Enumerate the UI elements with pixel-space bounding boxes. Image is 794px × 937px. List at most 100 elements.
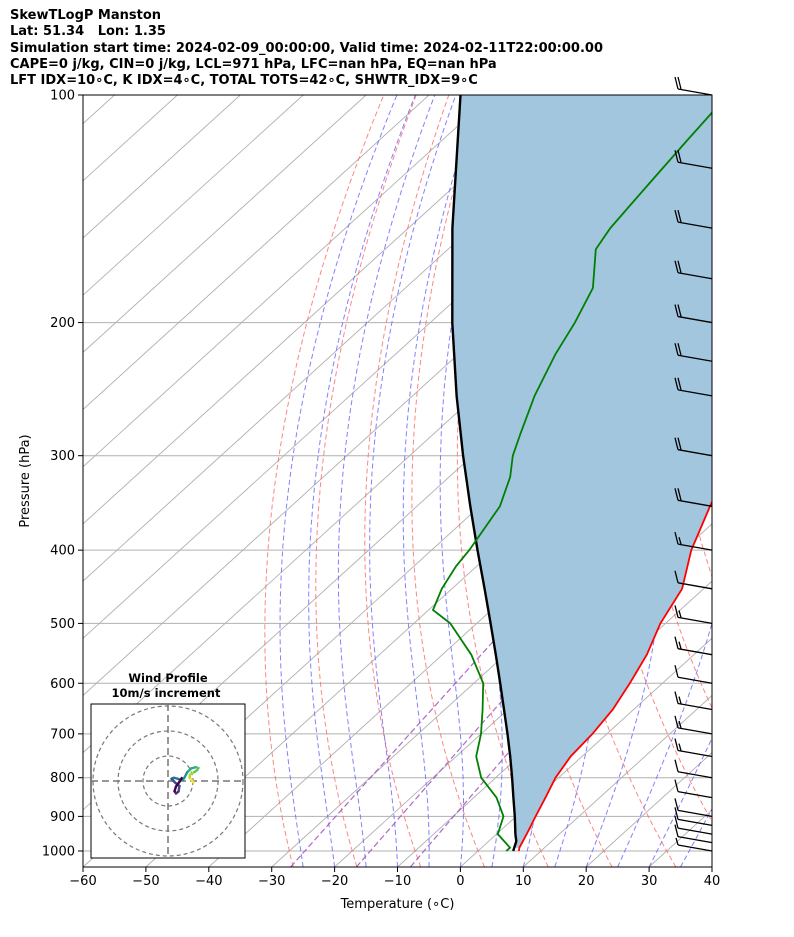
temperature-profile-line: [518, 500, 712, 852]
wind-barb-flag: [674, 304, 679, 317]
moist-adiabat-line: [711, 865, 712, 867]
hodograph-segment: [178, 776, 183, 783]
wind-barb-flag: [677, 343, 682, 356]
wind-barb-flag: [674, 377, 679, 390]
wind-barb-flag: [674, 815, 679, 829]
location-label: Lat: 51.34 Lon: 1.35: [10, 24, 166, 40]
x-tick-label: −60: [69, 874, 96, 889]
wind-barb-staff: [677, 790, 713, 799]
x-tick-label: 40: [704, 874, 721, 889]
wind-barb: [674, 715, 713, 735]
x-tick-label: −30: [258, 874, 285, 889]
wind-barb: [674, 377, 713, 397]
y-tick-label: 900: [50, 810, 75, 825]
wind-barb-flag: [678, 641, 682, 649]
x-tick-label: −10: [384, 874, 411, 889]
dry-adiabat-line: [500, 95, 613, 867]
isotherm-line: [460, 637, 712, 867]
wind-barb-staff: [677, 499, 713, 507]
wind-barb-flag: [674, 636, 679, 649]
y-tick-label: 600: [50, 677, 75, 692]
moist-adiabat-line: [279, 95, 398, 867]
y-tick-label: 300: [50, 449, 75, 464]
isotherm-line: [83, 95, 304, 296]
x-axis-label: Temperature (∘C): [340, 897, 455, 912]
wind-barb-staff: [677, 161, 713, 169]
wind-barb: [674, 636, 713, 656]
dry-adiabat-line: [699, 95, 712, 393]
wind-barb-flag: [674, 798, 679, 811]
wind-barb: [674, 488, 713, 507]
wind-barb-flag: [678, 536, 682, 545]
wind-barb-flag: [677, 488, 682, 501]
wind-barb-flag: [674, 715, 679, 729]
wind-barb-flag: [674, 779, 679, 792]
isotherm-line: [522, 694, 712, 867]
parcel-profile-line: [451, 95, 518, 852]
y-tick-label: 200: [50, 316, 75, 331]
wind-barb: [674, 531, 713, 551]
hodograph-subtitle: 10m/s increment: [112, 686, 221, 700]
wind-barb-flag: [674, 531, 679, 545]
x-tick-label: 0: [456, 874, 464, 889]
wind-barb-staff: [677, 315, 713, 324]
y-tick-label: 400: [50, 544, 75, 559]
wind-barb-staff: [677, 272, 713, 280]
isotherm-line: [83, 95, 367, 353]
dry-adiabat-line: [737, 95, 794, 867]
dry-adiabat-line: [364, 95, 450, 867]
chart-header: SkewTLogP Manston Lat: 51.34 Lon: 1.35 S…: [10, 8, 603, 89]
isotherm-line: [711, 866, 712, 867]
wind-barb: [674, 807, 713, 827]
wind-barb-staff: [677, 582, 713, 590]
wind-barb: [674, 665, 713, 684]
wind-barb-staff: [677, 818, 713, 827]
wind-barb-staff: [677, 771, 713, 779]
wind-barb-flag: [677, 304, 682, 317]
wind-barb-flag: [674, 691, 679, 704]
wind-barb: [674, 691, 713, 711]
wind-barb-staff: [677, 702, 713, 711]
wind-barb: [674, 76, 713, 96]
y-tick-label: 700: [50, 727, 75, 742]
dry-adiabat-line: [411, 95, 485, 867]
isotherm-line: [83, 95, 430, 411]
wind-barb: [674, 815, 713, 835]
stability-indices: LFT IDX=10∘C, K IDX=4∘C, TOTAL TOTS=42∘C…: [10, 73, 478, 89]
isotherm-line: [334, 523, 712, 867]
wind-barb-flag: [677, 377, 682, 390]
wind-barb: [674, 437, 713, 457]
wind-barb-flag: [677, 260, 682, 273]
wind-barb: [674, 304, 713, 324]
x-tick-label: 30: [641, 874, 658, 889]
mixing-ratio-line: [290, 622, 510, 867]
hodograph-title: Wind Profile: [128, 671, 208, 685]
y-axis-label: Pressure (hPa): [18, 434, 33, 527]
wind-barb: [675, 837, 713, 852]
mixing-ratio-line: [355, 623, 571, 867]
wind-barb-flag: [674, 209, 679, 223]
x-tick-label: −50: [132, 874, 159, 889]
wind-barb: [674, 779, 713, 799]
wind-barb-flag: [678, 696, 682, 704]
wind-barb-flag: [678, 720, 682, 729]
wind-barb-flag: [677, 437, 682, 450]
wind-barb-staff: [677, 827, 713, 835]
wind-barb-flag: [674, 738, 679, 751]
wind-barb: [674, 150, 713, 169]
wind-barb: [674, 738, 713, 758]
wind-barb-flag: [674, 260, 679, 273]
wind-barb-flag: [675, 837, 679, 846]
isotherm-line: [83, 95, 556, 525]
chart-title: SkewTLogP Manston: [10, 8, 162, 23]
wind-barb-staff: [677, 648, 713, 656]
convective-indices: CAPE=0 j/kg, CIN=0 j/kg, LCL=971 hPa, LF…: [10, 56, 497, 72]
x-tick-label: −40: [195, 874, 222, 889]
wind-barb: [674, 209, 713, 229]
wind-barb-staff: [677, 836, 713, 844]
x-tick-label: 20: [578, 874, 595, 889]
wind-barb-flag: [674, 759, 679, 772]
wind-barb-flag: [674, 488, 679, 501]
wind-barb-staff: [677, 727, 713, 735]
